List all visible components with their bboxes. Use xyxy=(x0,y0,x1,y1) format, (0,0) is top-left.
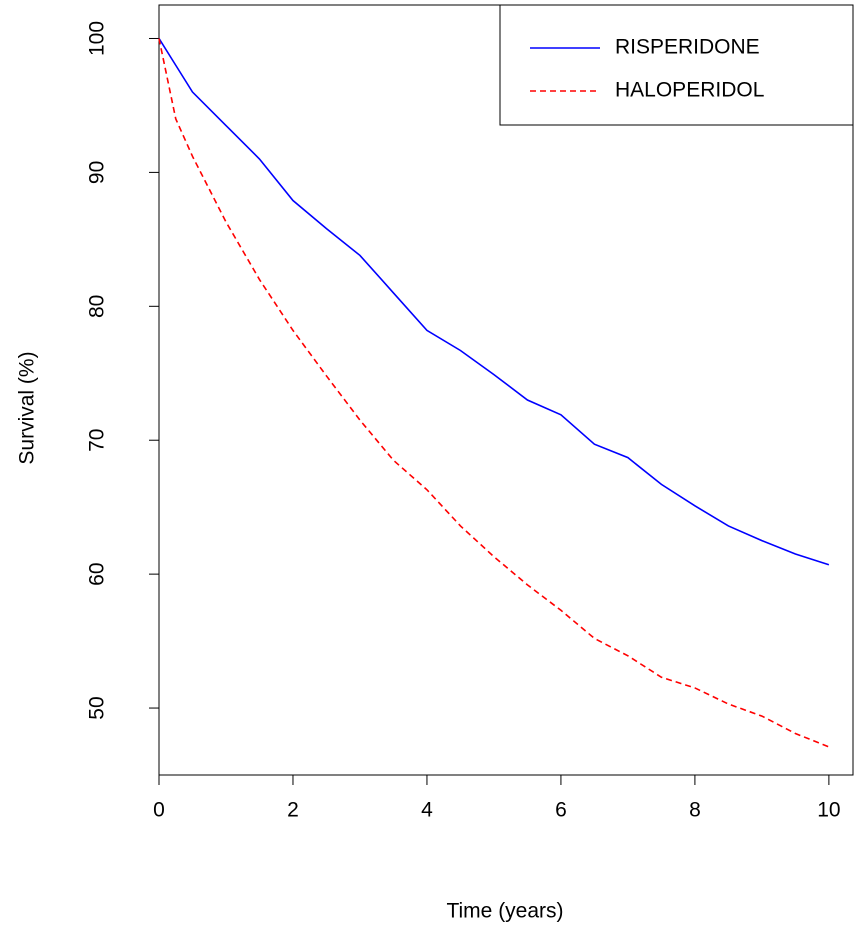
x-tick-label: 8 xyxy=(689,799,701,822)
x-tick-label: 10 xyxy=(817,799,840,822)
legend-label: RISPERIDONE xyxy=(615,36,760,59)
y-tick-label: 90 xyxy=(86,161,109,184)
y-tick-label: 50 xyxy=(86,696,109,719)
legend-label: HALOPERIDOL xyxy=(615,79,764,102)
x-tick-label: 4 xyxy=(421,799,433,822)
x-tick-label: 2 xyxy=(287,799,299,822)
y-tick-label: 80 xyxy=(86,295,109,318)
x-tick-label: 6 xyxy=(555,799,567,822)
y-tick-label: 100 xyxy=(86,21,109,56)
series-line xyxy=(158,38,830,566)
series-line xyxy=(158,38,830,748)
x-tick-label: 0 xyxy=(153,799,165,822)
y-tick-label: 70 xyxy=(86,429,109,452)
legend-box xyxy=(499,4,854,126)
x-axis-label: Time (years) xyxy=(446,900,563,923)
y-axis-label: Survival (%) xyxy=(16,351,39,464)
y-tick-label: 60 xyxy=(86,562,109,585)
